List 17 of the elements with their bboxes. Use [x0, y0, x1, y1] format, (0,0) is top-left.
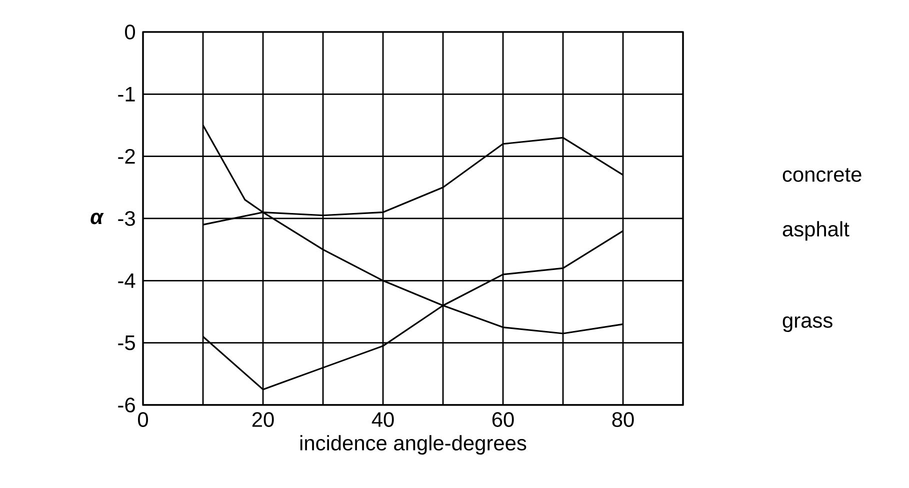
- x-tick-label: 40: [372, 412, 394, 427]
- y-tick-label: -2: [118, 149, 135, 164]
- x-tick-label: 20: [252, 412, 274, 427]
- y-axis-title: α: [90, 212, 104, 224]
- y-tick-label: -1: [118, 86, 135, 102]
- x-tick-label: 0: [138, 412, 148, 427]
- text: grass: [782, 316, 832, 332]
- y-tick-label: -4: [118, 273, 136, 288]
- y-tick-label: -5: [118, 336, 135, 350]
- text: asphalt: [782, 221, 850, 241]
- x-axis-title: incidence angle-degrees: [300, 435, 526, 455]
- x-tick-label: 80: [612, 412, 634, 427]
- x-tick-label: 60: [492, 412, 514, 427]
- y-tick-label: 0: [125, 24, 136, 40]
- text: concrete: [782, 168, 862, 182]
- y-tick-label: -3: [118, 211, 135, 226]
- y-tick-label: -6: [118, 398, 135, 412]
